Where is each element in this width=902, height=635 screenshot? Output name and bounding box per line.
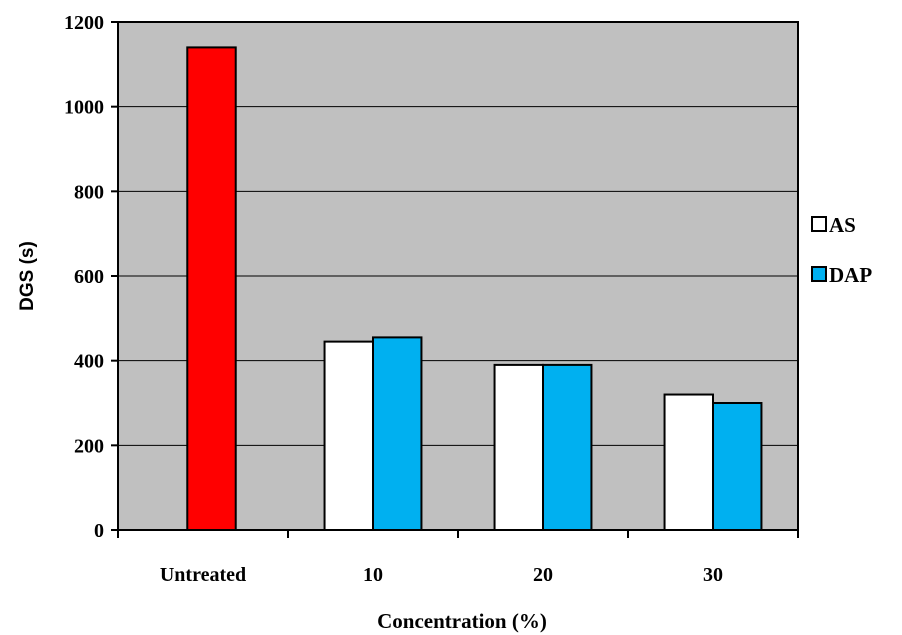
x-axis-ticks: Untreated 10 20 30	[117, 530, 799, 586]
bar-dap-10	[372, 336, 423, 531]
bar-dap-30	[712, 402, 763, 531]
bar-dap-20	[542, 363, 593, 531]
y-tick-label: 800	[74, 181, 104, 203]
y-tick-label: 0	[94, 520, 104, 542]
y-tick-label: 400	[74, 351, 104, 373]
x-tick-label: 30	[703, 564, 723, 586]
x-axis-title: Concentration (%)	[377, 609, 547, 633]
y-tick-label: 1200	[64, 12, 104, 34]
legend: AS DAP	[811, 213, 872, 287]
y-tick-label: 600	[74, 266, 104, 288]
legend-swatch-as	[811, 216, 827, 232]
bars	[186, 46, 763, 532]
bar-untreated	[186, 46, 237, 532]
legend-label-dap: DAP	[829, 263, 872, 287]
y-axis-ticks: 0 200 400 600 800 1000 1200	[64, 12, 118, 542]
y-tick-label: 200	[74, 435, 104, 457]
y-axis-title: DGS (s)	[17, 241, 38, 311]
legend-swatch-dap	[811, 266, 827, 282]
x-tick-label: 10	[363, 564, 383, 586]
y-tick-label: 1000	[64, 97, 104, 119]
bar-as-20	[493, 363, 544, 531]
bar-as-30	[663, 393, 714, 531]
x-tick-label: Untreated	[160, 564, 246, 586]
legend-label-as: AS	[829, 213, 856, 237]
x-tick-label: 20	[533, 564, 553, 586]
bar-as-10	[323, 340, 374, 531]
